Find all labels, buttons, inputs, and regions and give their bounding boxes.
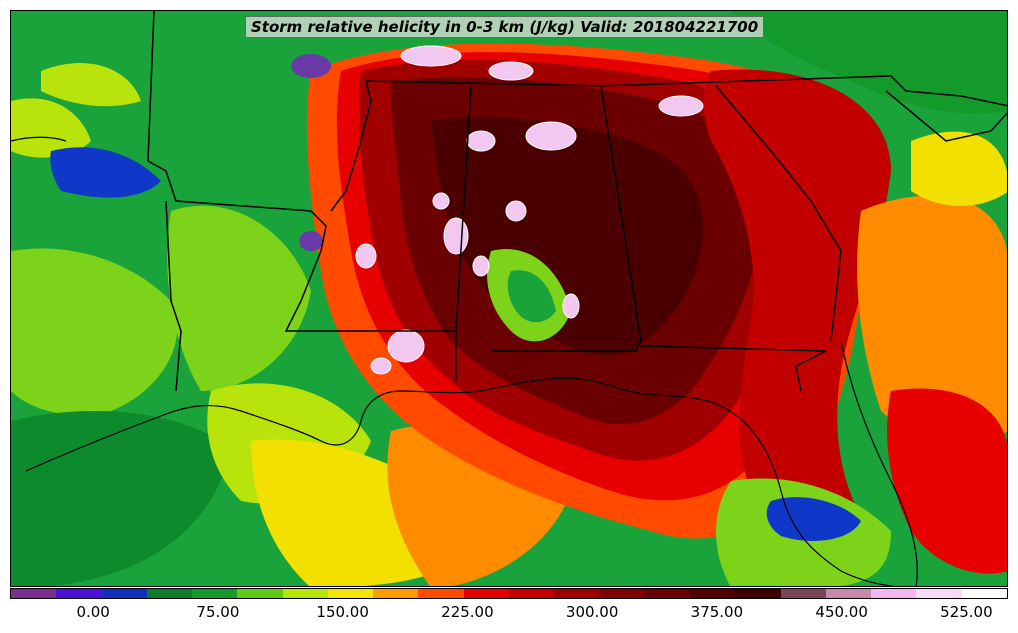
colorbar-swatch (735, 589, 781, 598)
boundary-line (455, 85, 472, 381)
colorbar-swatch (418, 589, 464, 598)
colorbar-swatch (780, 589, 826, 598)
low-helicity-cells (291, 54, 331, 251)
boundary-line (284, 210, 456, 332)
colorbar (10, 588, 1008, 599)
colorbar-tick-label: 75.00 (196, 603, 240, 621)
boundary-line (640, 345, 827, 392)
colorbar-tick-label: 525.00 (940, 603, 993, 621)
colorbar-swatch (916, 589, 962, 598)
max-patch (443, 217, 469, 255)
field-al-green-inner (507, 270, 556, 323)
max-patch (505, 200, 527, 222)
boundary-line (165, 200, 182, 392)
boundary-line (491, 85, 642, 352)
field-se-yellow (911, 131, 1007, 206)
field-west-blue (50, 147, 161, 198)
colorbar-tick-label: 0.00 (76, 603, 110, 621)
colorbar-tick-label: 300.00 (565, 603, 619, 621)
coastlines (11, 136, 918, 586)
max-patch (387, 329, 425, 363)
colorbar-swatch (689, 589, 736, 598)
field-center-lime (167, 205, 311, 391)
field-sw-darkgreen (11, 411, 231, 586)
max-patch (355, 243, 377, 269)
colorbar-swatch (146, 589, 193, 598)
colorbar-swatch (463, 589, 509, 598)
max-patch (562, 293, 580, 319)
boundary-line (365, 75, 1007, 107)
max-patch (472, 255, 490, 277)
colorbar-swatch (101, 589, 147, 598)
boundary-line (147, 11, 312, 212)
colorbar-swatch (871, 589, 917, 598)
low-cell (291, 54, 331, 78)
max-patch (400, 45, 462, 67)
state-boundaries (147, 11, 1007, 392)
field-east-red (703, 69, 891, 539)
max-patch (466, 130, 496, 152)
colorbar-swatch (554, 589, 600, 598)
map-plot (10, 10, 1008, 587)
field-se-red (887, 388, 1007, 574)
colorbar-swatch (825, 589, 872, 598)
colorbar-swatch (961, 589, 1007, 598)
colorbar-swatch (11, 589, 57, 598)
colorbar-tick-label: 150.00 (316, 603, 369, 621)
map-title: Storm relative helicity in 0-3 km (J/kg)… (245, 16, 765, 38)
field-se-orange (857, 195, 1007, 442)
colorbar-tick-label: 450.00 (815, 603, 868, 621)
max-patch (525, 121, 577, 151)
low-cell (299, 231, 323, 251)
boundary-line (330, 80, 372, 212)
colorbar-swatch (237, 589, 283, 598)
coast-line (840, 340, 918, 586)
max-patch (488, 61, 534, 81)
colorbar-tick-label: 225.00 (441, 603, 494, 621)
max-patch (658, 95, 704, 117)
colorbar-tick-label: 375.00 (690, 603, 744, 621)
coast-line (25, 377, 896, 586)
max-patch (432, 192, 450, 210)
colorbar-swatch (599, 589, 645, 598)
coast-line (11, 136, 67, 142)
colorbar-swatch (327, 589, 374, 598)
boundary-line (715, 85, 842, 342)
colorbar-swatch (192, 589, 238, 598)
field-ne-green (731, 11, 1007, 114)
colorbar-swatch (56, 589, 102, 598)
colorbar-swatch (644, 589, 690, 598)
helicity-field (11, 11, 1007, 586)
field-west-lime (11, 248, 178, 415)
helicity-maxima (355, 45, 704, 375)
colorbar-swatch (508, 589, 555, 598)
field-west-yellowgreen (11, 98, 91, 158)
colorbar-tick-labels: 0.00 75.00 150.00 225.00 300.00 375.00 450.00 5… (10, 603, 1008, 623)
colorbar-swatch (282, 589, 328, 598)
field-west-yellowgreen-2 (41, 62, 141, 107)
colorbar-swatch (373, 589, 419, 598)
field-se-blue (766, 497, 861, 541)
boundary-line (885, 90, 1007, 142)
max-patch (370, 357, 392, 375)
